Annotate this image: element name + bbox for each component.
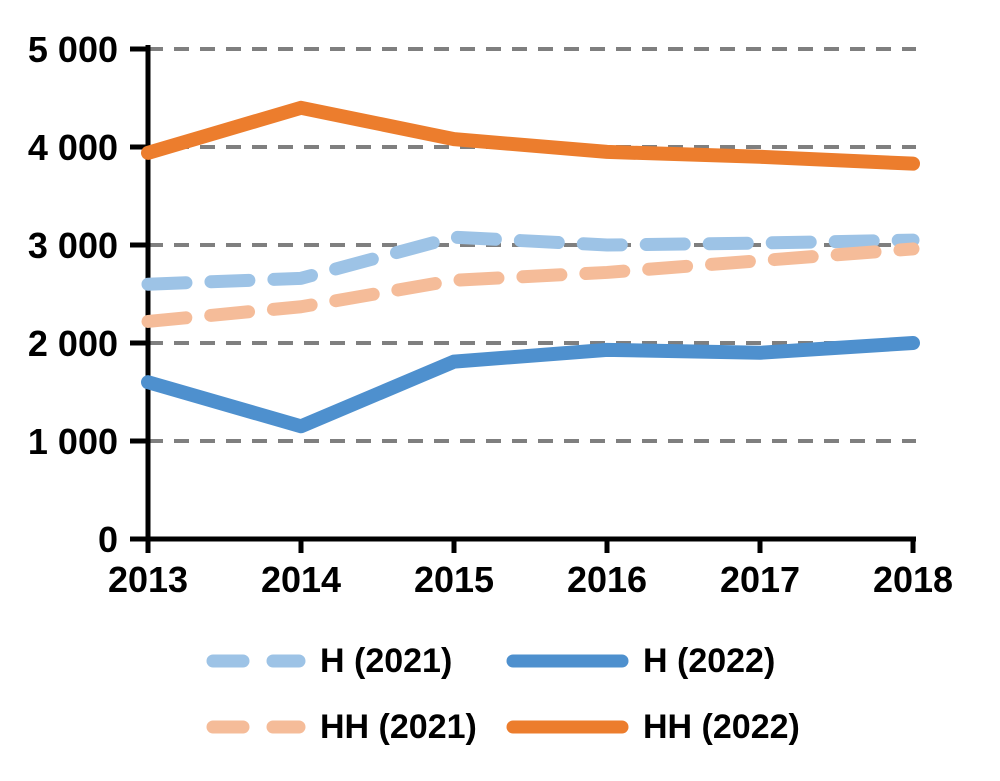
y-tick-label-4000: 4 000 bbox=[28, 127, 118, 168]
y-tick-label-3000: 3 000 bbox=[28, 225, 118, 266]
legend-sample-hh-2022 bbox=[506, 720, 629, 734]
legend-item-h-2021: H (2021) bbox=[205, 644, 452, 678]
x-tick-label-2018: 2018 bbox=[873, 559, 953, 600]
legend-sample-hh-2021 bbox=[206, 720, 306, 734]
x-tick-label-2016: 2016 bbox=[567, 559, 647, 600]
y-tick-label-5000: 5 000 bbox=[28, 29, 118, 70]
legend-sample-h-2022 bbox=[506, 654, 629, 668]
y-tick-label-2000: 2 000 bbox=[28, 323, 118, 364]
series-line-h-2022 bbox=[141, 336, 920, 434]
legend-item-h-2022: H (2022) bbox=[505, 644, 775, 678]
legend-item-hh-2021: HH (2021) bbox=[205, 710, 477, 744]
x-tick-label-2015: 2015 bbox=[414, 559, 494, 600]
chart-svg: 0 1 000 2 000 3 000 4 000 5 000 2013 2014 2015 20… bbox=[28, 29, 953, 600]
x-tick-label-2013: 2013 bbox=[108, 559, 188, 600]
legend-label-hh-2021: HH (2021) bbox=[320, 708, 477, 746]
x-tick-label-2014: 2014 bbox=[261, 559, 341, 600]
legend-label-h-2021: H (2021) bbox=[320, 642, 453, 680]
x-tick-label-2017: 2017 bbox=[720, 559, 800, 600]
y-tick-label-1000: 1 000 bbox=[28, 421, 118, 462]
series-line-hh-2022 bbox=[141, 100, 920, 171]
legend-label-hh-2022: HH (2022) bbox=[643, 708, 800, 746]
legend-label-h-2022: H (2022) bbox=[643, 642, 776, 680]
legend-item-hh-2022: HH (2022) bbox=[505, 710, 800, 744]
series-line-h-2021 bbox=[141, 230, 920, 291]
y-tick-label-0: 0 bbox=[98, 519, 118, 560]
series-line-hh-2021 bbox=[141, 242, 920, 328]
legend-sample-h-2021 bbox=[206, 654, 306, 668]
